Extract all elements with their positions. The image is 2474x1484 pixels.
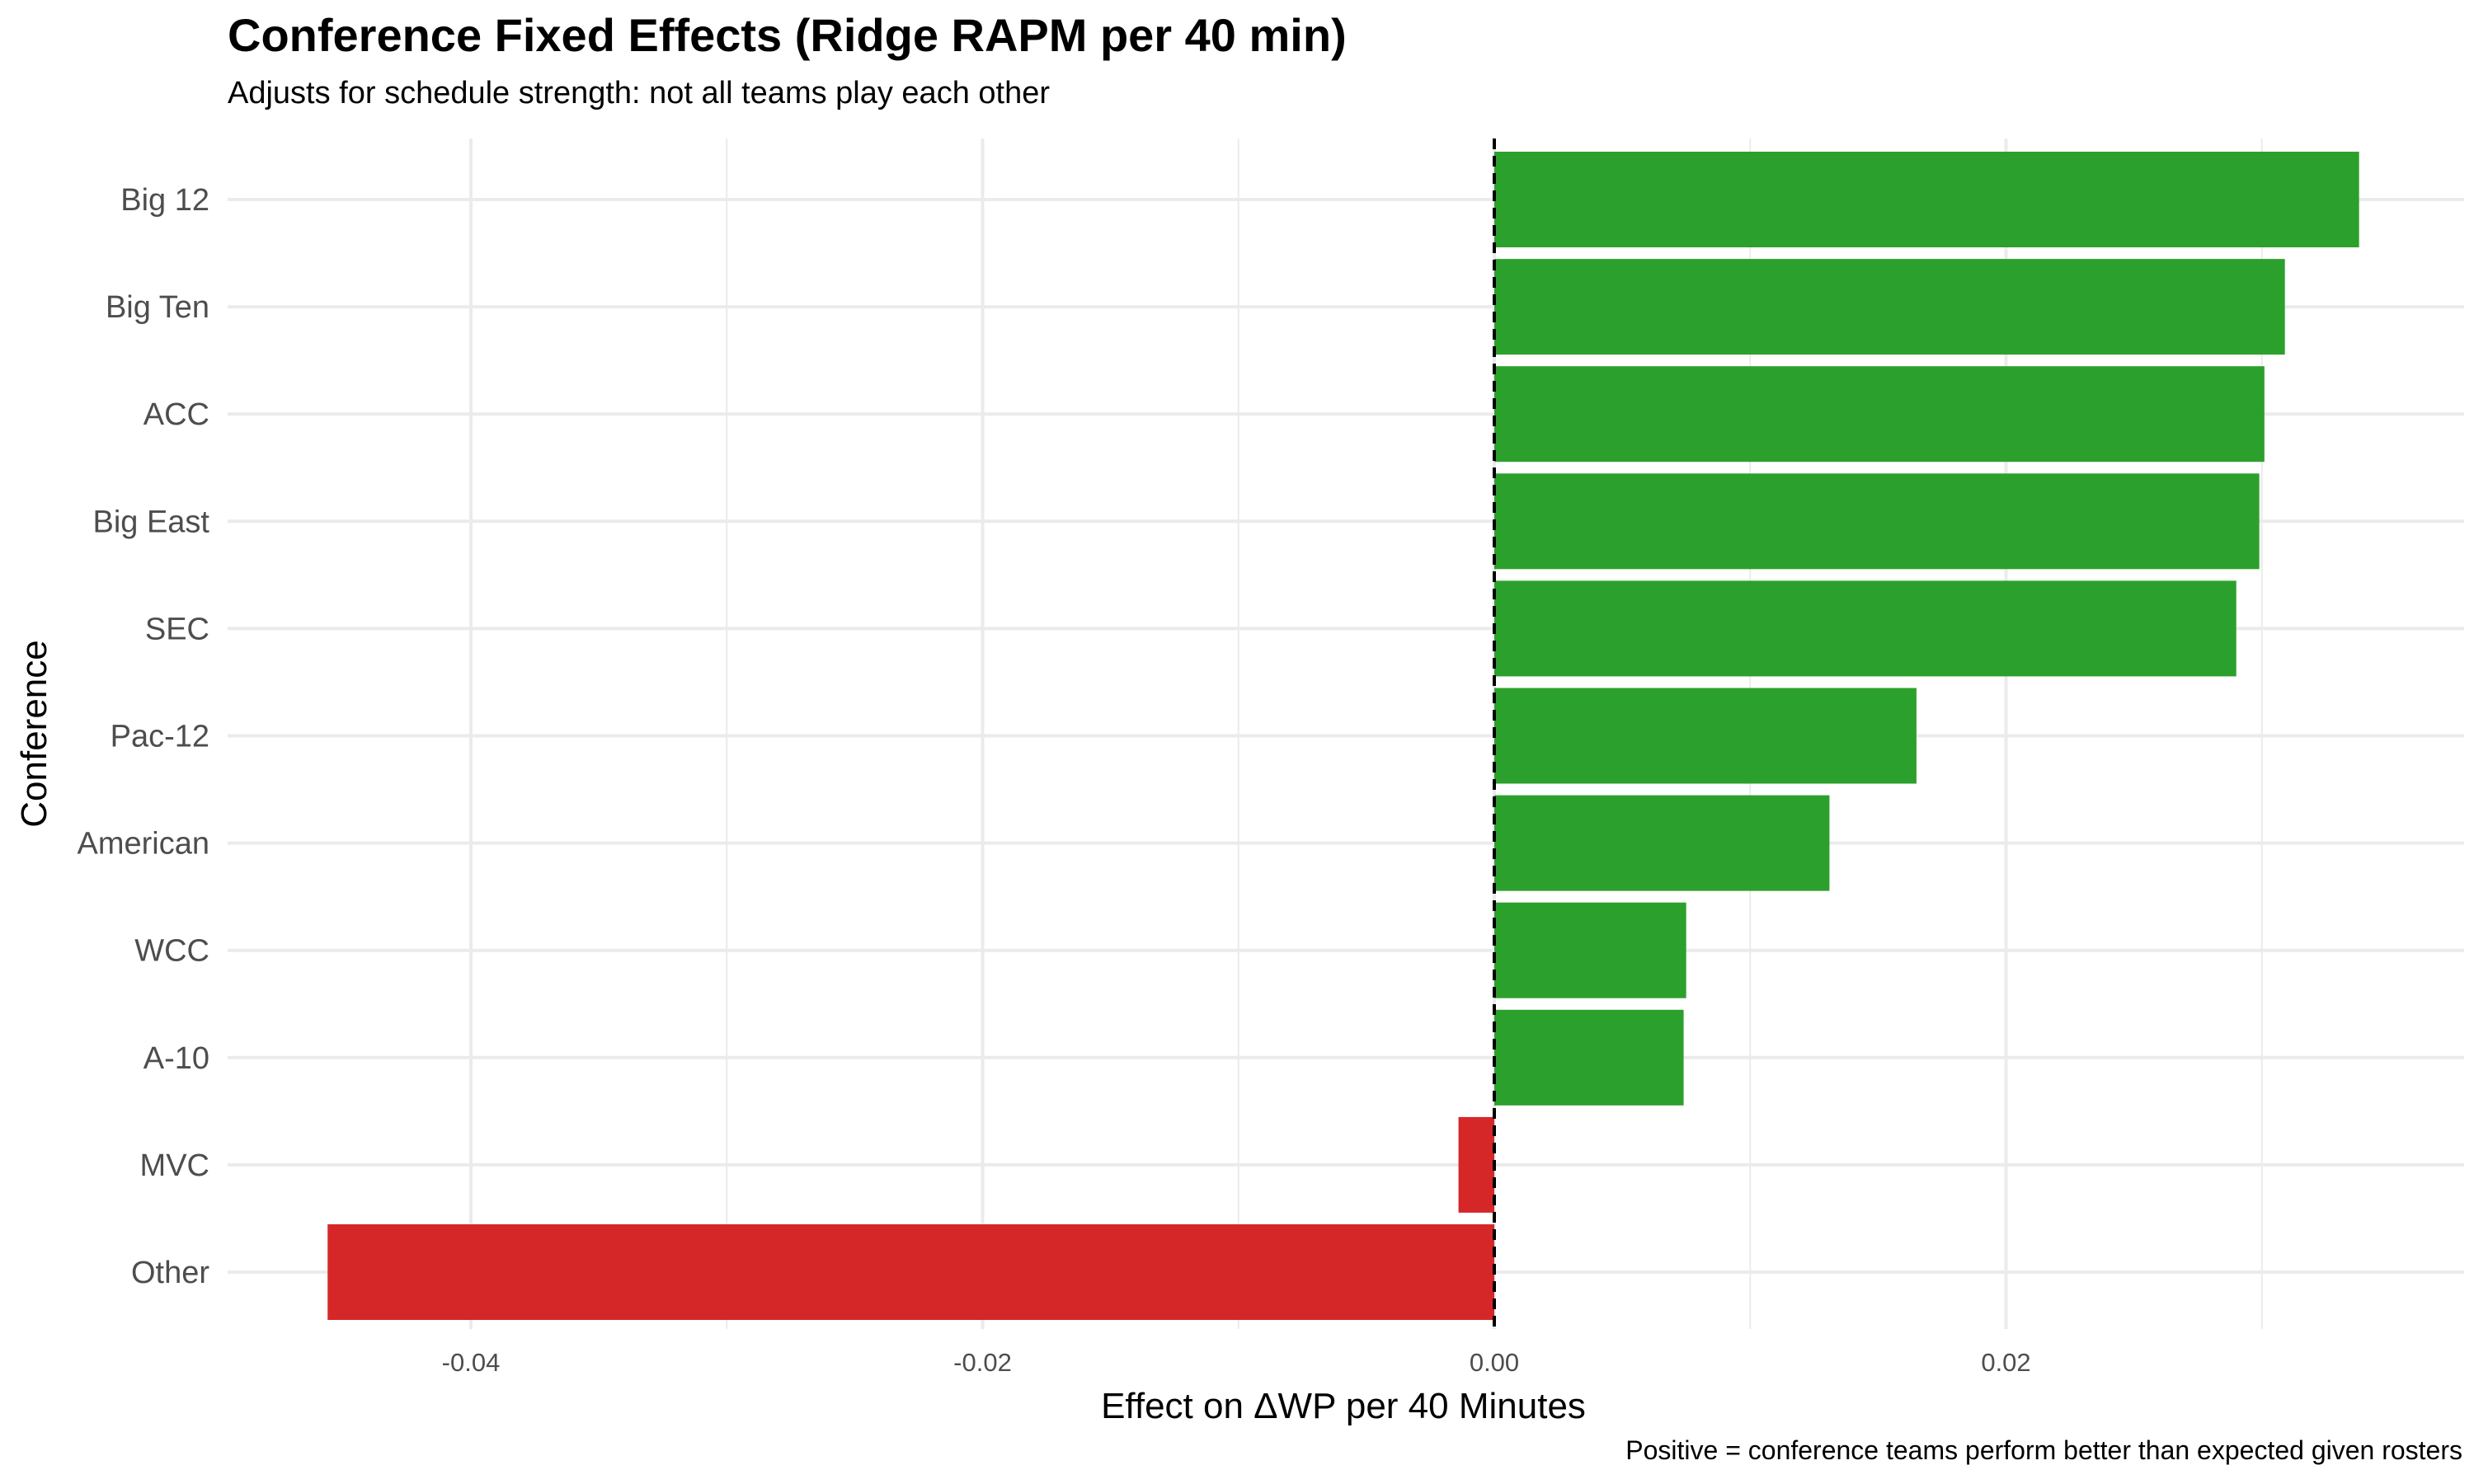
y-tick-label: Big East bbox=[92, 505, 209, 539]
bars bbox=[327, 152, 2359, 1320]
y-tick-label: Big Ten bbox=[106, 290, 209, 325]
y-tick-label: American bbox=[78, 827, 210, 862]
x-axis-title: Effect on ΔWP per 40 Minutes bbox=[1101, 1386, 1586, 1426]
bar-acc bbox=[1494, 366, 2265, 463]
bar-other bbox=[327, 1224, 1494, 1320]
x-axis-tick-labels: -0.04 -0.02 0.00 0.02 bbox=[442, 1348, 2031, 1377]
y-tick-label: Other bbox=[131, 1256, 209, 1290]
y-axis-tick-labels: Big 12 Big Ten ACC Big East SEC Pac-12 America… bbox=[78, 183, 210, 1290]
x-tick-label: -0.04 bbox=[442, 1348, 501, 1377]
chart-caption: Positive = conference teams perform bett… bbox=[1625, 1435, 2462, 1465]
bar-big-12 bbox=[1494, 152, 2359, 247]
bar-sec bbox=[1494, 580, 2236, 677]
chart-title: Conference Fixed Effects (Ridge RAPM per… bbox=[228, 9, 1347, 61]
y-tick-label: A-10 bbox=[143, 1041, 209, 1076]
bar-american bbox=[1494, 795, 1830, 891]
y-tick-label: ACC bbox=[143, 397, 209, 432]
bar-pac-12 bbox=[1494, 688, 1917, 784]
y-axis-title: Conference bbox=[14, 640, 54, 827]
bar-wcc bbox=[1494, 902, 1686, 998]
bar-big-ten bbox=[1494, 259, 2285, 355]
bar-mvc bbox=[1458, 1116, 1494, 1213]
y-tick-label: WCC bbox=[134, 934, 209, 969]
bar-big-east bbox=[1494, 473, 2260, 570]
x-tick-label: -0.02 bbox=[953, 1348, 1012, 1377]
bar-a-10 bbox=[1494, 1009, 1684, 1106]
y-tick-label: MVC bbox=[140, 1148, 209, 1183]
x-tick-label: 0.00 bbox=[1470, 1348, 1519, 1377]
x-tick-label: 0.02 bbox=[1981, 1348, 2030, 1377]
y-tick-label: SEC bbox=[145, 612, 209, 646]
y-tick-label: Big 12 bbox=[120, 183, 209, 218]
chart-subtitle: Adjusts for schedule strength: not all t… bbox=[228, 76, 1050, 110]
y-tick-label: Pac-12 bbox=[111, 720, 209, 754]
